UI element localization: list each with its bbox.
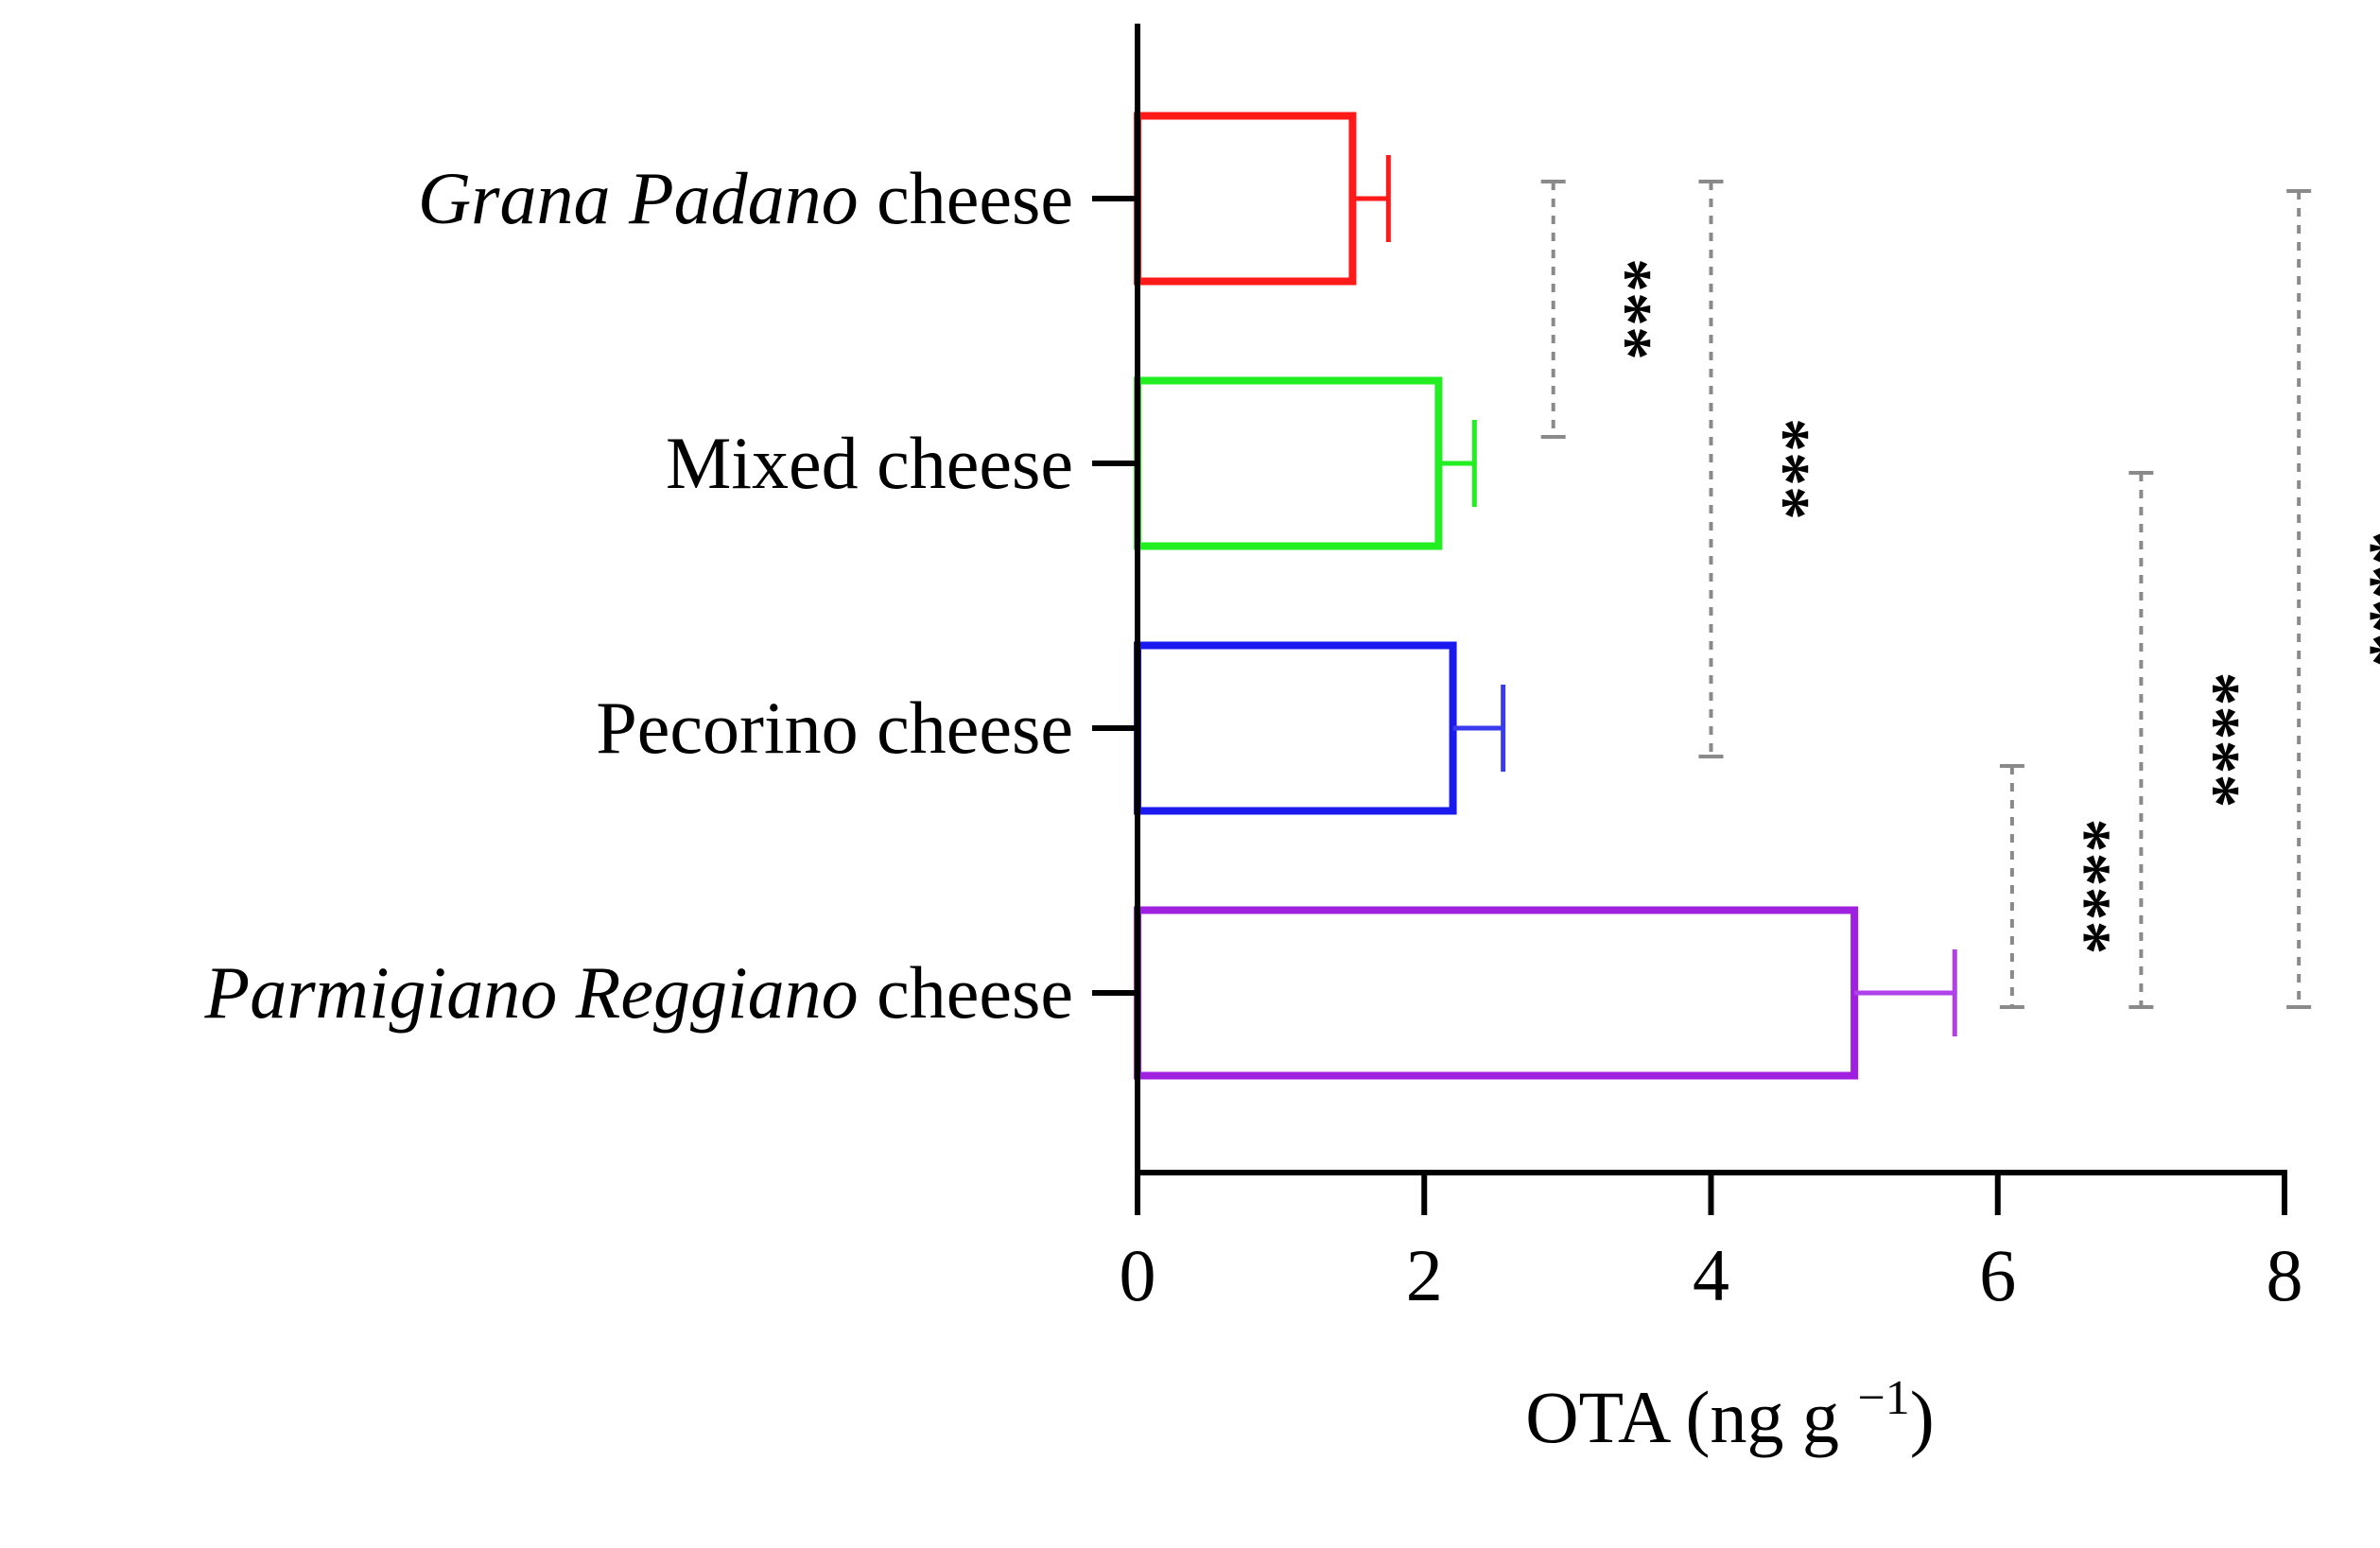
x-axis-ticks: 0 2 4 6 8 <box>1120 1173 2303 1316</box>
category-label-1-text: Mixed cheese <box>666 422 1073 504</box>
bar-3 <box>1134 906 1859 1080</box>
category-label-2: Pecorino cheese <box>596 687 1073 769</box>
x-tick-label-4: 8 <box>2267 1234 2303 1316</box>
category-labels: Grana Padano cheese Mixed cheese Pecorino … <box>204 157 1138 1034</box>
category-label-2-text: Pecorino cheese <box>596 687 1073 769</box>
significance-brackets: ****************** <box>1540 180 2380 1009</box>
bar-0 <box>1134 112 1357 286</box>
category-label-3-italic: Parmigiano Reggiano <box>204 951 859 1034</box>
x-tick-label-0: 0 <box>1120 1234 1156 1316</box>
x-tick-label-3: 6 <box>1979 1234 2016 1316</box>
category-label-3-text: cheese <box>859 951 1073 1034</box>
bar-1 <box>1134 376 1443 550</box>
bar-2 <box>1134 641 1457 815</box>
x-tick-label-1: 2 <box>1406 1234 1443 1316</box>
x-axis-title-close: ) <box>1910 1376 1935 1458</box>
x-tick-label-2: 4 <box>1693 1234 1729 1316</box>
category-label-0: Grana Padano cheese <box>418 157 1073 239</box>
bars-layer <box>1134 112 1859 1080</box>
category-label-1: Mixed cheese <box>666 422 1073 504</box>
axes-layer <box>1135 24 2287 1175</box>
category-label-3: Parmigiano Reggiano cheese <box>204 951 1073 1034</box>
category-label-0-text: cheese <box>859 157 1073 239</box>
sig-label-2: **** <box>2178 672 2253 809</box>
sig-label-4: **** <box>2336 531 2380 668</box>
x-axis-title: OTA (ng g −1) <box>1525 1371 1935 1458</box>
error-bars-layer <box>1352 155 1957 1036</box>
sig-label-0: *** <box>1590 258 1666 360</box>
category-label-0-italic: Grana Padano <box>418 157 859 239</box>
x-axis-title-main: OTA (ng g <box>1525 1376 1857 1458</box>
sig-label-3: **** <box>2049 819 2125 955</box>
sig-label-1: *** <box>1748 418 1824 520</box>
x-axis-title-sup: −1 <box>1857 1371 1909 1425</box>
